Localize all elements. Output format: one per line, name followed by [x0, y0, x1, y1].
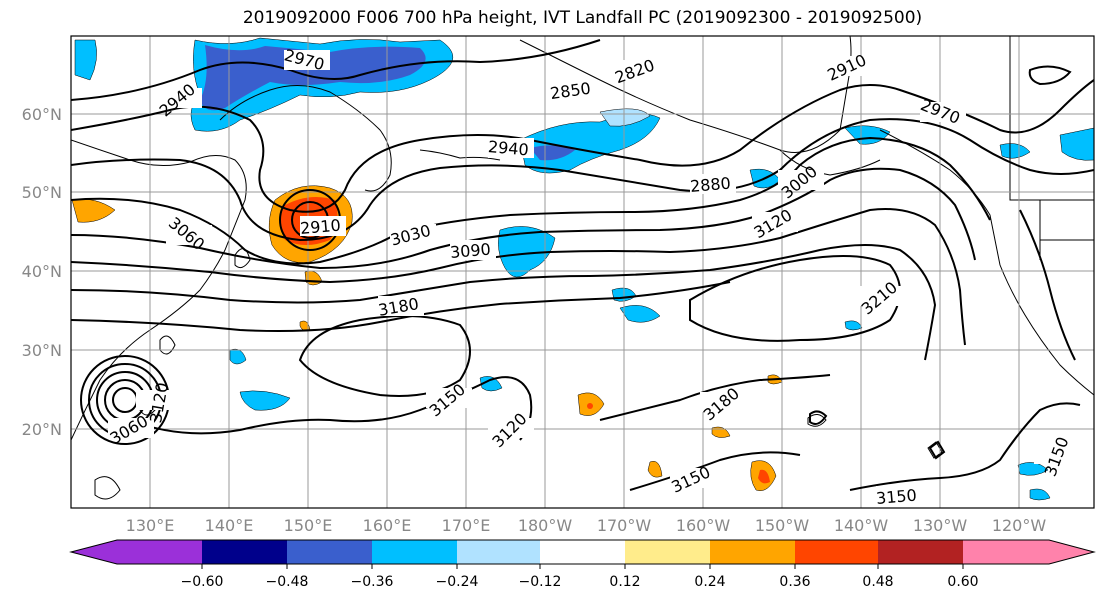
lat-label-40n: 40°N [22, 262, 62, 281]
colorbar-segment [963, 540, 1049, 564]
colorbar-segment [202, 540, 287, 564]
colorbar-tick-label: −0.48 [266, 574, 309, 590]
colorbar-tick-label: 0.48 [862, 574, 893, 590]
lon-label: 120°W [992, 516, 1047, 535]
colorbar-segment [71, 540, 117, 564]
colorbar-tick-label: −0.24 [436, 574, 479, 590]
lon-label: 160°W [676, 516, 731, 535]
contour-label: 2880 [689, 173, 731, 195]
colorbar-tick-label: −0.60 [181, 574, 224, 590]
lon-label: 180°W [518, 516, 573, 535]
lon-label: 150°W [755, 516, 810, 535]
map-title: 2019092000 F006 700 hPa height, IVT Land… [242, 8, 923, 28]
latitude-labels: 60°N 50°N 40°N 30°N 20°N [22, 105, 62, 439]
lat-label-60n: 60°N [22, 105, 62, 124]
colorbar-segment [878, 540, 963, 564]
lon-label: 140°W [834, 516, 889, 535]
map-frame [70, 35, 1095, 509]
lon-label: 170°W [597, 516, 652, 535]
contour-label: 2940 [487, 137, 529, 159]
colorbar-tick-label: 0.60 [947, 574, 978, 590]
contour-label: 3150 [875, 485, 917, 507]
contour-labels: 2970 2820 2910 2940 2850 2970 2940 2880 … [107, 45, 1080, 508]
colorbar-tick-label: 0.24 [694, 574, 725, 590]
contour-label: 2910 [299, 215, 341, 237]
colorbar-segment [625, 540, 710, 564]
height-contours [71, 39, 1094, 491]
lon-label: 130°W [913, 516, 968, 535]
lat-label-20n: 20°N [22, 420, 62, 439]
colorbar-segment [117, 540, 202, 564]
colorbar-tick-label: 0.12 [609, 574, 640, 590]
lon-label: 160°E [363, 516, 412, 535]
colorbar-segment [795, 540, 878, 564]
colorbar-segment [540, 540, 625, 564]
contour-label: 3090 [449, 239, 491, 261]
lon-label: 140°E [205, 516, 254, 535]
graticule [71, 36, 1094, 508]
lon-label: 130°E [126, 516, 175, 535]
lon-label: 150°E [284, 516, 333, 535]
colorbar: −0.60 −0.48 −0.36 −0.24 −0.12 0.12 0.24 … [69, 539, 1096, 590]
colorbar-segment [287, 540, 372, 564]
longitude-labels: 130°E 140°E 150°E 160°E 170°E 180°W 170°… [126, 516, 1047, 535]
colorbar-tick-label: −0.36 [351, 574, 394, 590]
colorbar-segment [710, 540, 795, 564]
lat-label-30n: 30°N [22, 341, 62, 360]
colorbar-segment [372, 540, 457, 564]
lat-label-50n: 50°N [22, 183, 62, 202]
colorbar-segment [457, 540, 540, 564]
colorbar-tick-label: 0.36 [779, 574, 810, 590]
colorbar-segment [1049, 540, 1094, 564]
colorbar-tick-label: −0.12 [519, 574, 562, 590]
lon-label: 170°E [442, 516, 491, 535]
